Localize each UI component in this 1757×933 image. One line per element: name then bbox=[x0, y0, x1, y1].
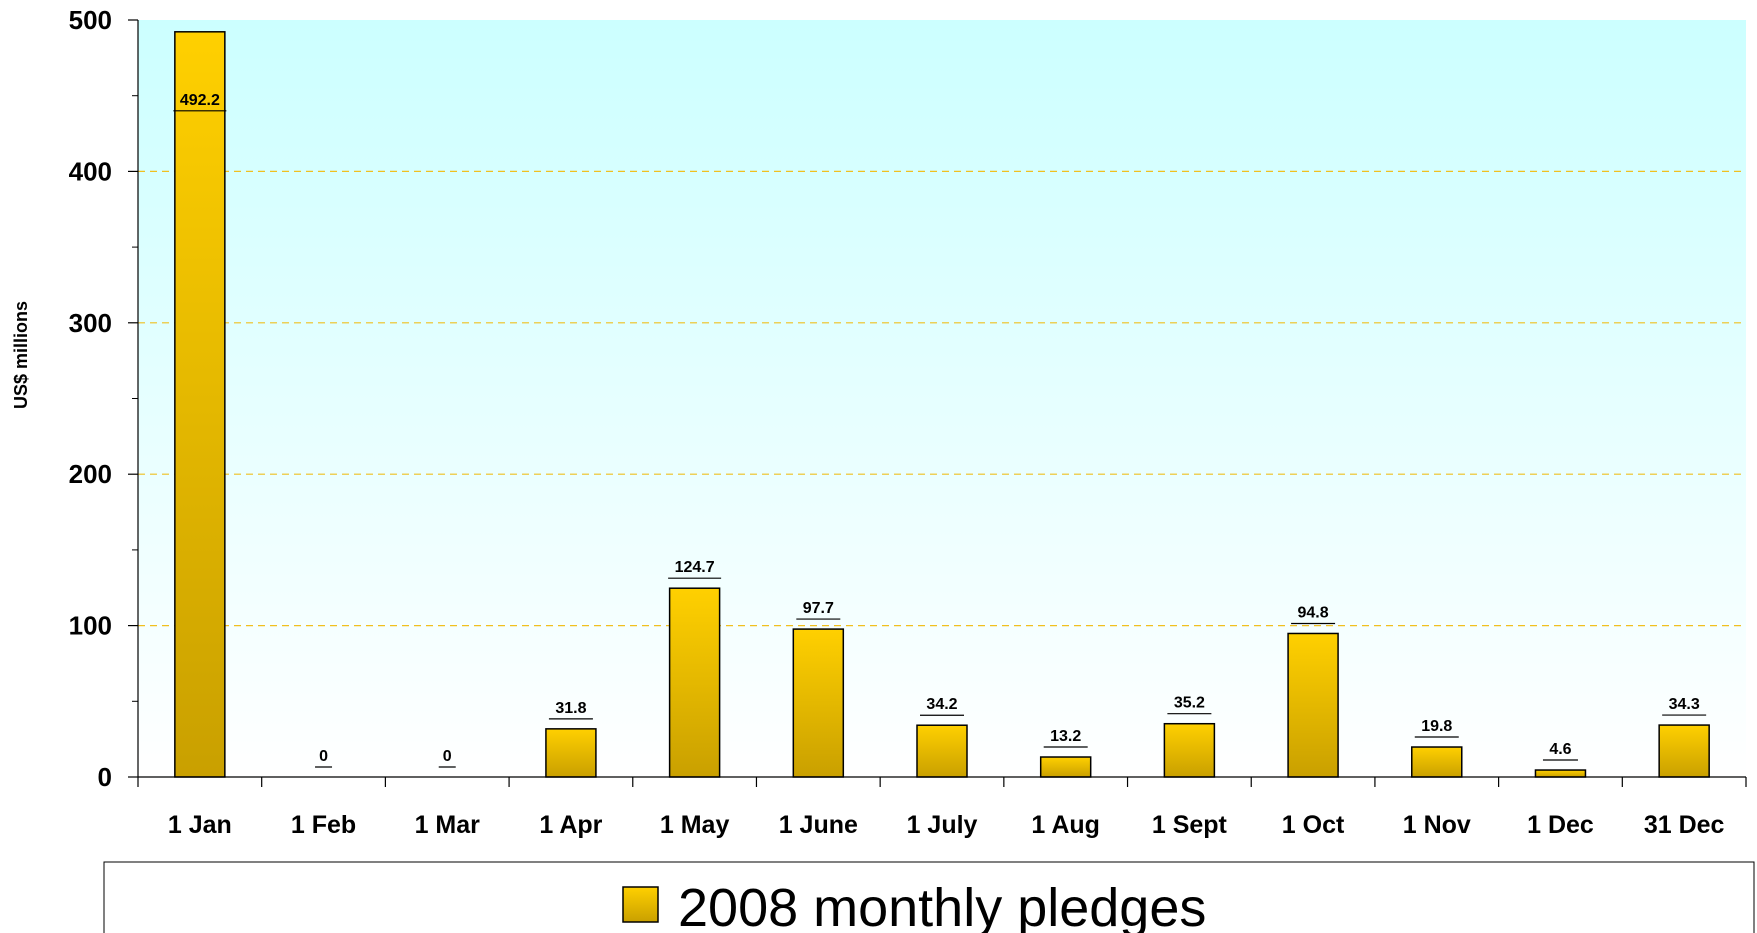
data-label: 0 bbox=[319, 748, 328, 765]
axes: 0 100 200 300 400 500 1 Jan 1 Feb 1 Mar 1 Apr 1 Ma… bbox=[69, 5, 1747, 839]
y-tick-label: 0 bbox=[98, 762, 112, 792]
bars bbox=[174, 31, 1710, 778]
bar bbox=[916, 724, 968, 778]
data-labels: 492.2 0 0 31.8 124.7 97.7 34.2 13.2 35.2 94.8 19.8… bbox=[173, 92, 1707, 768]
data-label: 97.7 bbox=[803, 600, 834, 617]
legend: 2008 monthly pledges bbox=[103, 861, 1755, 933]
x-tick-label: 1 June bbox=[779, 811, 858, 839]
legend-box bbox=[103, 861, 1755, 933]
data-label: 4.6 bbox=[1549, 741, 1571, 758]
x-tick-label: 1 Nov bbox=[1403, 811, 1471, 839]
data-label: 94.8 bbox=[1298, 604, 1329, 621]
x-tick-label: 1 Oct bbox=[1282, 811, 1345, 839]
x-tick-label: 1 Dec bbox=[1527, 811, 1594, 839]
bar bbox=[1658, 724, 1710, 778]
y-tick-label: 100 bbox=[69, 611, 112, 641]
plot-area bbox=[138, 20, 1746, 777]
bar bbox=[1411, 746, 1463, 778]
x-tick-label: 1 Jan bbox=[168, 811, 232, 839]
y-tick-label: 200 bbox=[69, 459, 112, 489]
data-label: 35.2 bbox=[1174, 695, 1205, 712]
bar bbox=[174, 31, 226, 778]
bar bbox=[1163, 722, 1216, 778]
y-axis-title: US$ millions bbox=[11, 301, 31, 409]
data-label: 492.2 bbox=[180, 92, 220, 109]
x-tick-label: 1 Apr bbox=[539, 811, 602, 839]
y-tick-label: 400 bbox=[69, 156, 112, 186]
data-label: 31.8 bbox=[555, 700, 586, 717]
bar bbox=[792, 628, 845, 778]
y-tick-label: 300 bbox=[69, 308, 112, 338]
x-tick-label: 1 Mar bbox=[415, 811, 481, 839]
data-label: 19.8 bbox=[1421, 718, 1452, 735]
bar bbox=[668, 587, 721, 778]
data-label: 13.2 bbox=[1050, 728, 1081, 745]
x-tick-label: 1 July bbox=[907, 811, 978, 839]
bar bbox=[1039, 756, 1092, 778]
bar bbox=[1287, 632, 1339, 778]
data-label: 34.2 bbox=[926, 696, 957, 713]
legend-swatch bbox=[622, 886, 659, 923]
x-tick-label: 1 Aug bbox=[1031, 811, 1100, 839]
bar bbox=[1534, 769, 1587, 778]
data-label: 34.3 bbox=[1669, 696, 1700, 713]
x-tick-label: 1 Sept bbox=[1152, 811, 1228, 839]
x-tick-label: 1 May bbox=[660, 811, 730, 839]
bar bbox=[545, 728, 597, 778]
data-label: 124.7 bbox=[675, 559, 715, 576]
x-tick-label: 31 Dec bbox=[1644, 811, 1725, 839]
grid-lines bbox=[138, 170, 1746, 627]
y-tick-label: 500 bbox=[69, 5, 112, 35]
data-label: 0 bbox=[443, 748, 452, 765]
legend-label: 2008 monthly pledges bbox=[678, 878, 1206, 933]
x-tick-label: 1 Feb bbox=[291, 811, 356, 839]
